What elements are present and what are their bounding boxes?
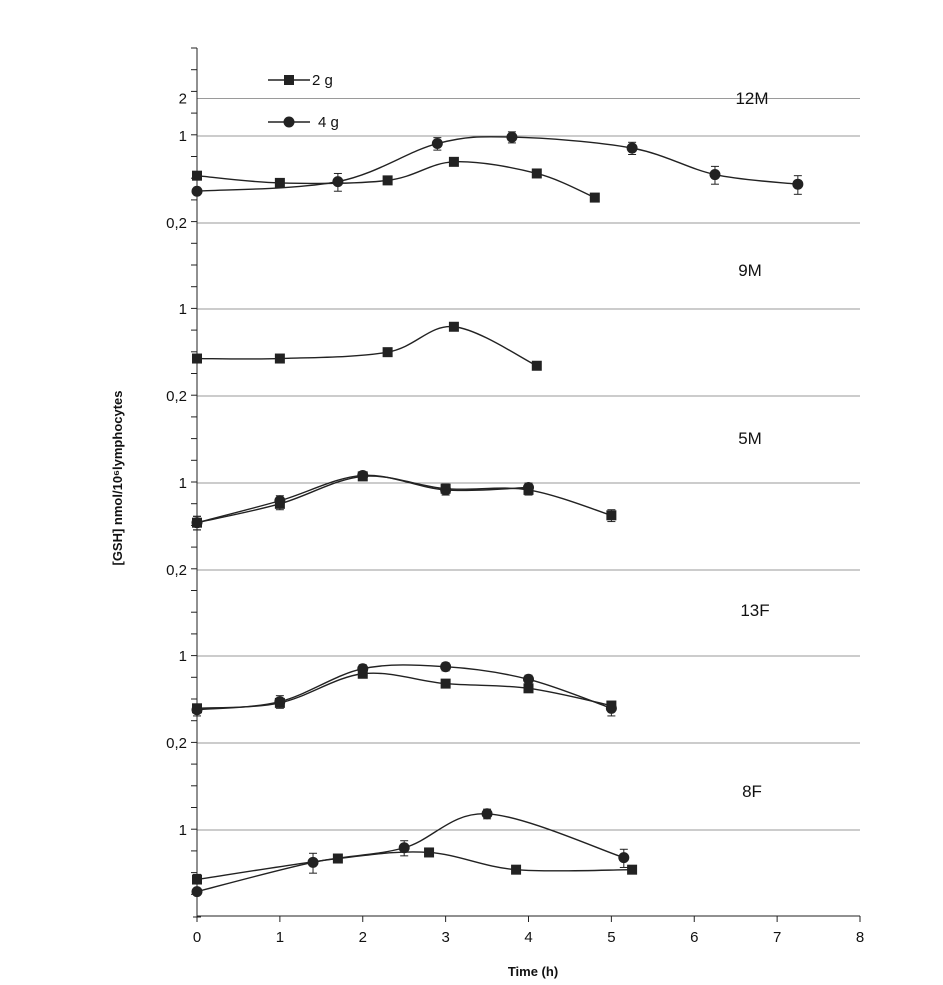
- data-point-circle: [307, 856, 319, 868]
- y-tick-label: 0,2: [166, 562, 187, 579]
- y-tick-label: 1: [179, 128, 187, 145]
- data-point-circle: [191, 704, 203, 716]
- y-tick-label: 0,2: [166, 215, 187, 232]
- y-tick-label: 1: [179, 648, 187, 665]
- data-point-square: [448, 321, 459, 332]
- data-point-circle: [332, 176, 344, 188]
- data-point-circle: [191, 185, 203, 197]
- legend: 2 g 4 g: [268, 72, 339, 131]
- data-point-square: [531, 168, 542, 179]
- data-point-circle: [792, 178, 804, 190]
- data-point-square: [192, 353, 202, 364]
- data-point-circle: [357, 663, 369, 675]
- data-point-circle: [523, 482, 534, 494]
- y-axis-title: [GSH] nmol/10⁶lymphocytes: [110, 390, 125, 565]
- data-point-square: [424, 847, 435, 858]
- data-point-square: [606, 510, 617, 521]
- y-tick-label: 0,2: [166, 735, 187, 752]
- data-point-circle: [274, 495, 286, 507]
- x-tick-label: 3: [441, 929, 449, 946]
- x-tick-label: 7: [773, 929, 781, 946]
- series-layer: [191, 131, 804, 918]
- data-point-circle: [440, 484, 452, 496]
- x-tick-label: 1: [276, 929, 284, 946]
- x-tick-label: 5: [607, 929, 615, 946]
- series-line-9m-square: [196, 326, 538, 367]
- x-tick-label: 4: [524, 929, 532, 946]
- series-line-8f-square: [196, 851, 633, 881]
- series-line-5m-circle: [196, 474, 529, 524]
- data-point-circle: [605, 702, 617, 714]
- data-point-square: [448, 156, 459, 167]
- data-point-circle: [398, 842, 410, 854]
- panel-label-9m: 9M: [738, 261, 762, 280]
- y-tick-label: 1: [179, 475, 187, 492]
- series-line-13f-square: [196, 672, 612, 710]
- data-point-square: [523, 683, 534, 694]
- series-line-13f-circle: [196, 664, 612, 711]
- series-line-12m-square: [196, 161, 596, 199]
- data-point-square: [382, 347, 393, 358]
- data-point-square: [589, 192, 600, 203]
- data-point-square: [440, 678, 451, 689]
- data-point-circle: [440, 661, 452, 673]
- legend-label: 2 g: [312, 72, 333, 89]
- legend-marker-circle: [283, 116, 295, 128]
- panel-label-12m: 12M: [735, 89, 768, 108]
- data-point-circle: [626, 142, 638, 154]
- data-point-circle: [506, 131, 518, 143]
- legend-label: 4 g: [318, 114, 339, 131]
- data-point-square: [382, 175, 393, 186]
- panel-label-5m: 5M: [738, 429, 762, 448]
- data-point-circle: [709, 169, 721, 181]
- data-point-square: [274, 177, 285, 188]
- data-point-square: [274, 353, 285, 364]
- labels-layer: 0 1 2 3 4 5 6 7 8 2 1 0,2 12M 1 0,2 9M 1 0,2 5M 1 0,2 13F 1 8F: [166, 89, 864, 946]
- y-tick-label: 1: [179, 822, 187, 839]
- x-tick-label: 8: [856, 929, 864, 946]
- data-point-square: [511, 864, 522, 875]
- data-point-circle: [274, 696, 286, 708]
- y-tick-label: 2: [179, 91, 187, 108]
- data-point-circle: [523, 673, 534, 685]
- panel-label-13f: 13F: [740, 601, 769, 620]
- data-point-circle: [481, 808, 493, 820]
- x-tick-label: 6: [690, 929, 698, 946]
- grid-layer: [197, 98, 860, 831]
- data-point-circle: [191, 517, 203, 529]
- data-point-square: [531, 360, 542, 371]
- y-tick-label: 0,2: [166, 388, 187, 405]
- data-point-square: [192, 170, 202, 181]
- data-point-circle: [357, 469, 369, 481]
- x-tick-label: 0: [193, 929, 201, 946]
- data-point-circle: [431, 138, 443, 150]
- x-axis-title: Time (h): [508, 964, 558, 979]
- x-tick-label: 2: [359, 929, 367, 946]
- panel-label-8f: 8F: [742, 782, 762, 801]
- legend-marker-square: [284, 75, 294, 85]
- data-point-circle: [618, 852, 630, 864]
- y-tick-label: 1: [179, 301, 187, 318]
- data-point-square: [627, 864, 638, 875]
- data-point-circle: [191, 886, 203, 898]
